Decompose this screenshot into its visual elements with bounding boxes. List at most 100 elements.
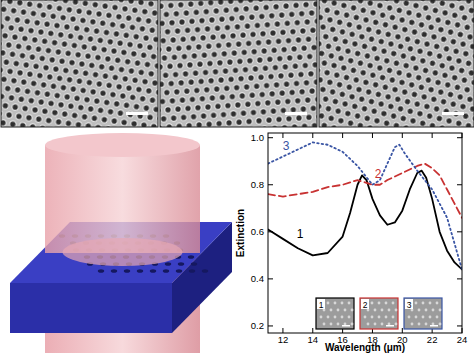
x-tick-top bbox=[372, 133, 373, 138]
inset-dot bbox=[378, 316, 381, 319]
sem-image bbox=[1, 0, 158, 127]
inset-dot bbox=[351, 309, 354, 312]
y-tick bbox=[268, 325, 273, 326]
beam-top bbox=[45, 133, 200, 157]
inset-dot bbox=[364, 316, 367, 319]
figure: 121416182022240.20.40.60.81.0Wavelength … bbox=[0, 0, 474, 353]
x-tick-label: 22 bbox=[427, 334, 438, 345]
inset-dot bbox=[418, 309, 421, 312]
slab-hole bbox=[178, 262, 184, 266]
inset-dot bbox=[425, 323, 428, 326]
slab-hole bbox=[176, 269, 182, 273]
inset-dot bbox=[381, 309, 384, 312]
inset-dot bbox=[334, 316, 337, 319]
slab-hole bbox=[163, 269, 169, 273]
y-tick bbox=[268, 278, 273, 279]
inset-tag bbox=[361, 299, 369, 309]
inset-dot bbox=[436, 316, 439, 319]
beam-upper bbox=[45, 145, 200, 253]
x-tick-top bbox=[432, 133, 433, 138]
x-tick-top bbox=[342, 133, 343, 138]
inset-dot bbox=[348, 302, 351, 305]
inset-dot bbox=[327, 316, 330, 319]
inset-dot bbox=[439, 323, 442, 326]
y-tick-right bbox=[457, 184, 462, 185]
inset-dot bbox=[392, 302, 395, 305]
inset-dot bbox=[439, 309, 442, 312]
x-tick bbox=[402, 328, 403, 333]
x-tick-label: 14 bbox=[307, 334, 318, 345]
y-tick-label: 0.4 bbox=[251, 273, 264, 284]
x-tick bbox=[282, 328, 283, 333]
plot-frame bbox=[268, 133, 462, 333]
slab-hole bbox=[124, 269, 130, 273]
inset-dot bbox=[411, 323, 414, 326]
inset-dot bbox=[415, 302, 418, 305]
inset-dot bbox=[374, 323, 377, 326]
inset-dot bbox=[374, 309, 377, 312]
inset-dot bbox=[432, 323, 435, 326]
inset-dot bbox=[341, 302, 344, 305]
curve-label: 2 bbox=[375, 167, 382, 181]
inset-dot bbox=[378, 302, 381, 305]
inset-dot bbox=[371, 316, 374, 319]
inset-dot bbox=[327, 302, 330, 305]
curve-label: 1 bbox=[297, 227, 304, 241]
inset-label: 1 bbox=[319, 300, 324, 310]
inset-dot bbox=[351, 323, 354, 326]
y-tick-label: 0.8 bbox=[251, 179, 264, 190]
inset-dot bbox=[425, 309, 428, 312]
inset-scale-bar bbox=[430, 325, 438, 327]
inset-dot bbox=[341, 316, 344, 319]
x-tick-label: 24 bbox=[457, 334, 468, 345]
inset-dot bbox=[367, 323, 370, 326]
inset-dot bbox=[392, 316, 395, 319]
inset-dot bbox=[330, 309, 333, 312]
x-tick-label: 12 bbox=[278, 334, 289, 345]
slab-hole bbox=[189, 269, 195, 273]
slab-hole bbox=[98, 269, 104, 273]
slab-hole bbox=[202, 269, 208, 273]
inset-dot bbox=[429, 302, 432, 305]
scale-bar bbox=[126, 112, 148, 115]
sem-image bbox=[160, 0, 317, 127]
slab-hole bbox=[191, 262, 197, 266]
inset-image bbox=[316, 298, 354, 329]
slab-hole bbox=[111, 269, 117, 273]
y-tick-right bbox=[457, 278, 462, 279]
x-tick-top bbox=[282, 133, 283, 138]
y-tick bbox=[268, 137, 273, 138]
inset-tag bbox=[317, 299, 325, 309]
inset-dot bbox=[432, 309, 435, 312]
scale-bar bbox=[442, 112, 464, 115]
y-tick-label: 0.6 bbox=[251, 226, 264, 237]
inset-scale-bar bbox=[386, 325, 394, 327]
inset-dot bbox=[385, 302, 388, 305]
inset-dot bbox=[395, 309, 398, 312]
slab-front bbox=[10, 283, 172, 333]
inset-dot bbox=[330, 323, 333, 326]
x-tick bbox=[312, 328, 313, 333]
inset-dot bbox=[388, 309, 391, 312]
inset-dot bbox=[429, 316, 432, 319]
inset-dot bbox=[337, 323, 340, 326]
inset-dot bbox=[344, 309, 347, 312]
y-tick bbox=[268, 184, 273, 185]
inset-label: 2 bbox=[363, 300, 368, 310]
inset-tag bbox=[405, 299, 413, 309]
y-tick-label: 0.2 bbox=[251, 320, 264, 331]
chart: 121416182022240.20.40.60.81.0Wavelength … bbox=[235, 132, 467, 353]
curve-label: 3 bbox=[283, 139, 290, 153]
y-tick-right bbox=[457, 231, 462, 232]
inset-dot bbox=[422, 316, 425, 319]
inset-dot bbox=[422, 302, 425, 305]
y-tick-label: 1.0 bbox=[251, 132, 264, 143]
inset-dot bbox=[371, 302, 374, 305]
y-tick-right bbox=[457, 137, 462, 138]
inset-scale-bar bbox=[342, 325, 350, 327]
beam-spot bbox=[63, 238, 183, 266]
series-line bbox=[268, 171, 462, 270]
x-axis-title: Wavelength (μm) bbox=[325, 342, 405, 353]
y-axis-title: Extinction bbox=[235, 209, 246, 257]
inset-dot bbox=[388, 323, 391, 326]
